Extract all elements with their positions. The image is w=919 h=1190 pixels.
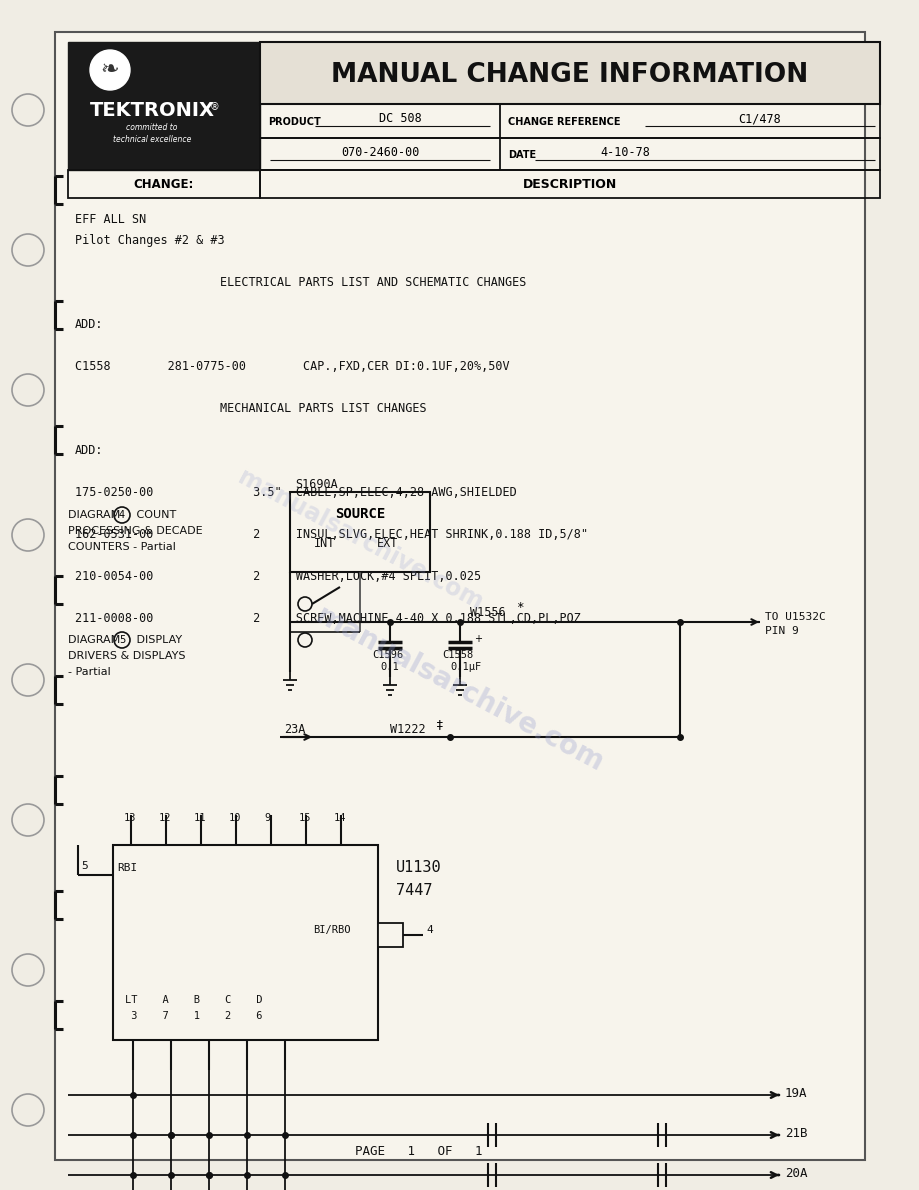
Circle shape [12, 519, 44, 551]
Text: ®: ® [210, 102, 220, 112]
Text: 175-0250-00              3.5"  CABLE,SP,ELEC,4,28 AWG,SHIELDED: 175-0250-00 3.5" CABLE,SP,ELEC,4,28 AWG,… [75, 486, 516, 499]
Text: 9: 9 [264, 813, 270, 823]
Text: 11: 11 [194, 813, 206, 823]
Text: TEKTRONIX: TEKTRONIX [89, 100, 214, 119]
Bar [289, 491, 429, 572]
Text: 23A: 23A [284, 724, 305, 735]
Circle shape [12, 1094, 44, 1126]
Text: RBI: RBI [117, 863, 137, 873]
Text: 10: 10 [229, 813, 241, 823]
Text: 211-0008-00              2     SCREW,MACHINE,4-40 X 0.188 STL,CD,PL,POZ: 211-0008-00 2 SCREW,MACHINE,4-40 X 0.188… [75, 612, 580, 625]
Bar [260, 170, 879, 198]
Bar [260, 42, 879, 104]
Text: MECHANICAL PARTS LIST CHANGES: MECHANICAL PARTS LIST CHANGES [220, 402, 426, 415]
Text: 4: 4 [425, 925, 432, 935]
Text: 20A: 20A [784, 1167, 807, 1180]
Text: W1222: W1222 [390, 724, 425, 735]
Text: DATE: DATE [507, 150, 536, 159]
Circle shape [12, 954, 44, 987]
Text: 162-0531-00              2     INSUL,SLVG,ELEC,HEAT SHRINK,0.188 ID,5/8": 162-0531-00 2 INSUL,SLVG,ELEC,HEAT SHRIN… [75, 528, 587, 541]
Text: C1/478: C1/478 [738, 113, 780, 125]
Text: manualsarchive.com: manualsarchive.com [233, 465, 486, 615]
Bar [301, 537, 311, 549]
Text: 21B: 21B [784, 1127, 807, 1140]
Text: COUNT: COUNT [133, 511, 176, 520]
Text: ‡: ‡ [436, 719, 443, 732]
Text: PROCESSING & DECADE: PROCESSING & DECADE [68, 526, 202, 536]
Text: 14: 14 [334, 813, 346, 823]
Text: SOURCE: SOURCE [335, 507, 385, 521]
Text: 5: 5 [119, 635, 125, 645]
Text: ❧: ❧ [100, 60, 119, 80]
Text: U1130: U1130 [395, 860, 441, 875]
Text: DRIVERS & DISPLAYS: DRIVERS & DISPLAYS [68, 651, 186, 660]
Text: INT: INT [313, 537, 335, 550]
Text: ADD:: ADD: [75, 318, 103, 331]
Text: Pilot Changes #2 & #3: Pilot Changes #2 & #3 [75, 234, 224, 248]
Text: DIAGRAM: DIAGRAM [68, 635, 124, 645]
Text: +: + [473, 634, 482, 644]
Bar [365, 537, 374, 549]
Text: CHANGE REFERENCE: CHANGE REFERENCE [507, 117, 619, 127]
Text: DIAGRAM: DIAGRAM [68, 511, 124, 520]
Text: 3    7    1    2    6: 3 7 1 2 6 [125, 1012, 262, 1021]
Text: 12: 12 [159, 813, 171, 823]
Text: PAGE   1   OF   1: PAGE 1 OF 1 [355, 1145, 482, 1158]
Text: 15: 15 [299, 813, 312, 823]
Bar [55, 32, 864, 1160]
Text: TO U1532C: TO U1532C [765, 612, 825, 622]
Text: 0.1: 0.1 [380, 662, 398, 672]
Text: manualsarchive.com: manualsarchive.com [311, 602, 608, 778]
Text: S1690A: S1690A [295, 478, 337, 491]
Bar [260, 138, 879, 170]
Text: 210-0054-00              2     WASHER,LOCK,#4 SPLIT,0.025: 210-0054-00 2 WASHER,LOCK,#4 SPLIT,0.025 [75, 570, 481, 583]
Circle shape [12, 804, 44, 837]
Circle shape [12, 374, 44, 406]
Text: ADD:: ADD: [75, 444, 103, 457]
Text: MANUAL CHANGE INFORMATION: MANUAL CHANGE INFORMATION [331, 62, 808, 88]
Text: technical excellence: technical excellence [113, 136, 191, 144]
Bar [68, 42, 260, 170]
Bar [68, 170, 260, 198]
Circle shape [90, 50, 130, 90]
Text: 4-10-78: 4-10-78 [599, 146, 649, 159]
Text: DISPLAY: DISPLAY [133, 635, 182, 645]
Text: CHANGE:: CHANGE: [133, 178, 194, 192]
Text: - Partial: - Partial [68, 668, 110, 677]
Text: 7447: 7447 [395, 883, 432, 898]
Text: EXT: EXT [377, 537, 398, 550]
Text: 13: 13 [124, 813, 136, 823]
Text: LT    A    B    C    D: LT A B C D [125, 995, 262, 1006]
Text: DESCRIPTION: DESCRIPTION [522, 178, 617, 192]
Text: C1558        281-0775-00        CAP.,FXD,CER DI:0.1UF,20%,50V: C1558 281-0775-00 CAP.,FXD,CER DI:0.1UF,… [75, 361, 509, 372]
Text: committed to: committed to [126, 124, 177, 132]
Text: COUNTERS - Partial: COUNTERS - Partial [68, 541, 176, 552]
Text: PIN 9: PIN 9 [765, 626, 798, 635]
Text: 4: 4 [119, 511, 125, 520]
Text: BI/RBO: BI/RBO [312, 925, 350, 935]
Bar [80, 118, 135, 158]
Text: DC 508: DC 508 [379, 113, 421, 125]
Text: C1558: C1558 [441, 650, 472, 660]
Bar [113, 845, 378, 1040]
Text: 0.1μF: 0.1μF [449, 662, 481, 672]
Text: 070-2460-00: 070-2460-00 [340, 146, 419, 159]
Circle shape [12, 664, 44, 696]
Text: PRODUCT: PRODUCT [267, 117, 321, 127]
Text: *: * [516, 601, 523, 614]
Circle shape [12, 234, 44, 267]
Text: 5: 5 [81, 862, 87, 871]
Text: ELECTRICAL PARTS LIST AND SCHEMATIC CHANGES: ELECTRICAL PARTS LIST AND SCHEMATIC CHAN… [220, 276, 526, 289]
Text: 19A: 19A [784, 1086, 807, 1100]
Text: C1596: C1596 [371, 650, 403, 660]
Bar [378, 923, 403, 947]
Text: EFF ALL SN: EFF ALL SN [75, 213, 146, 226]
Bar [260, 104, 879, 138]
Text: W1556: W1556 [470, 606, 505, 619]
Circle shape [12, 94, 44, 126]
